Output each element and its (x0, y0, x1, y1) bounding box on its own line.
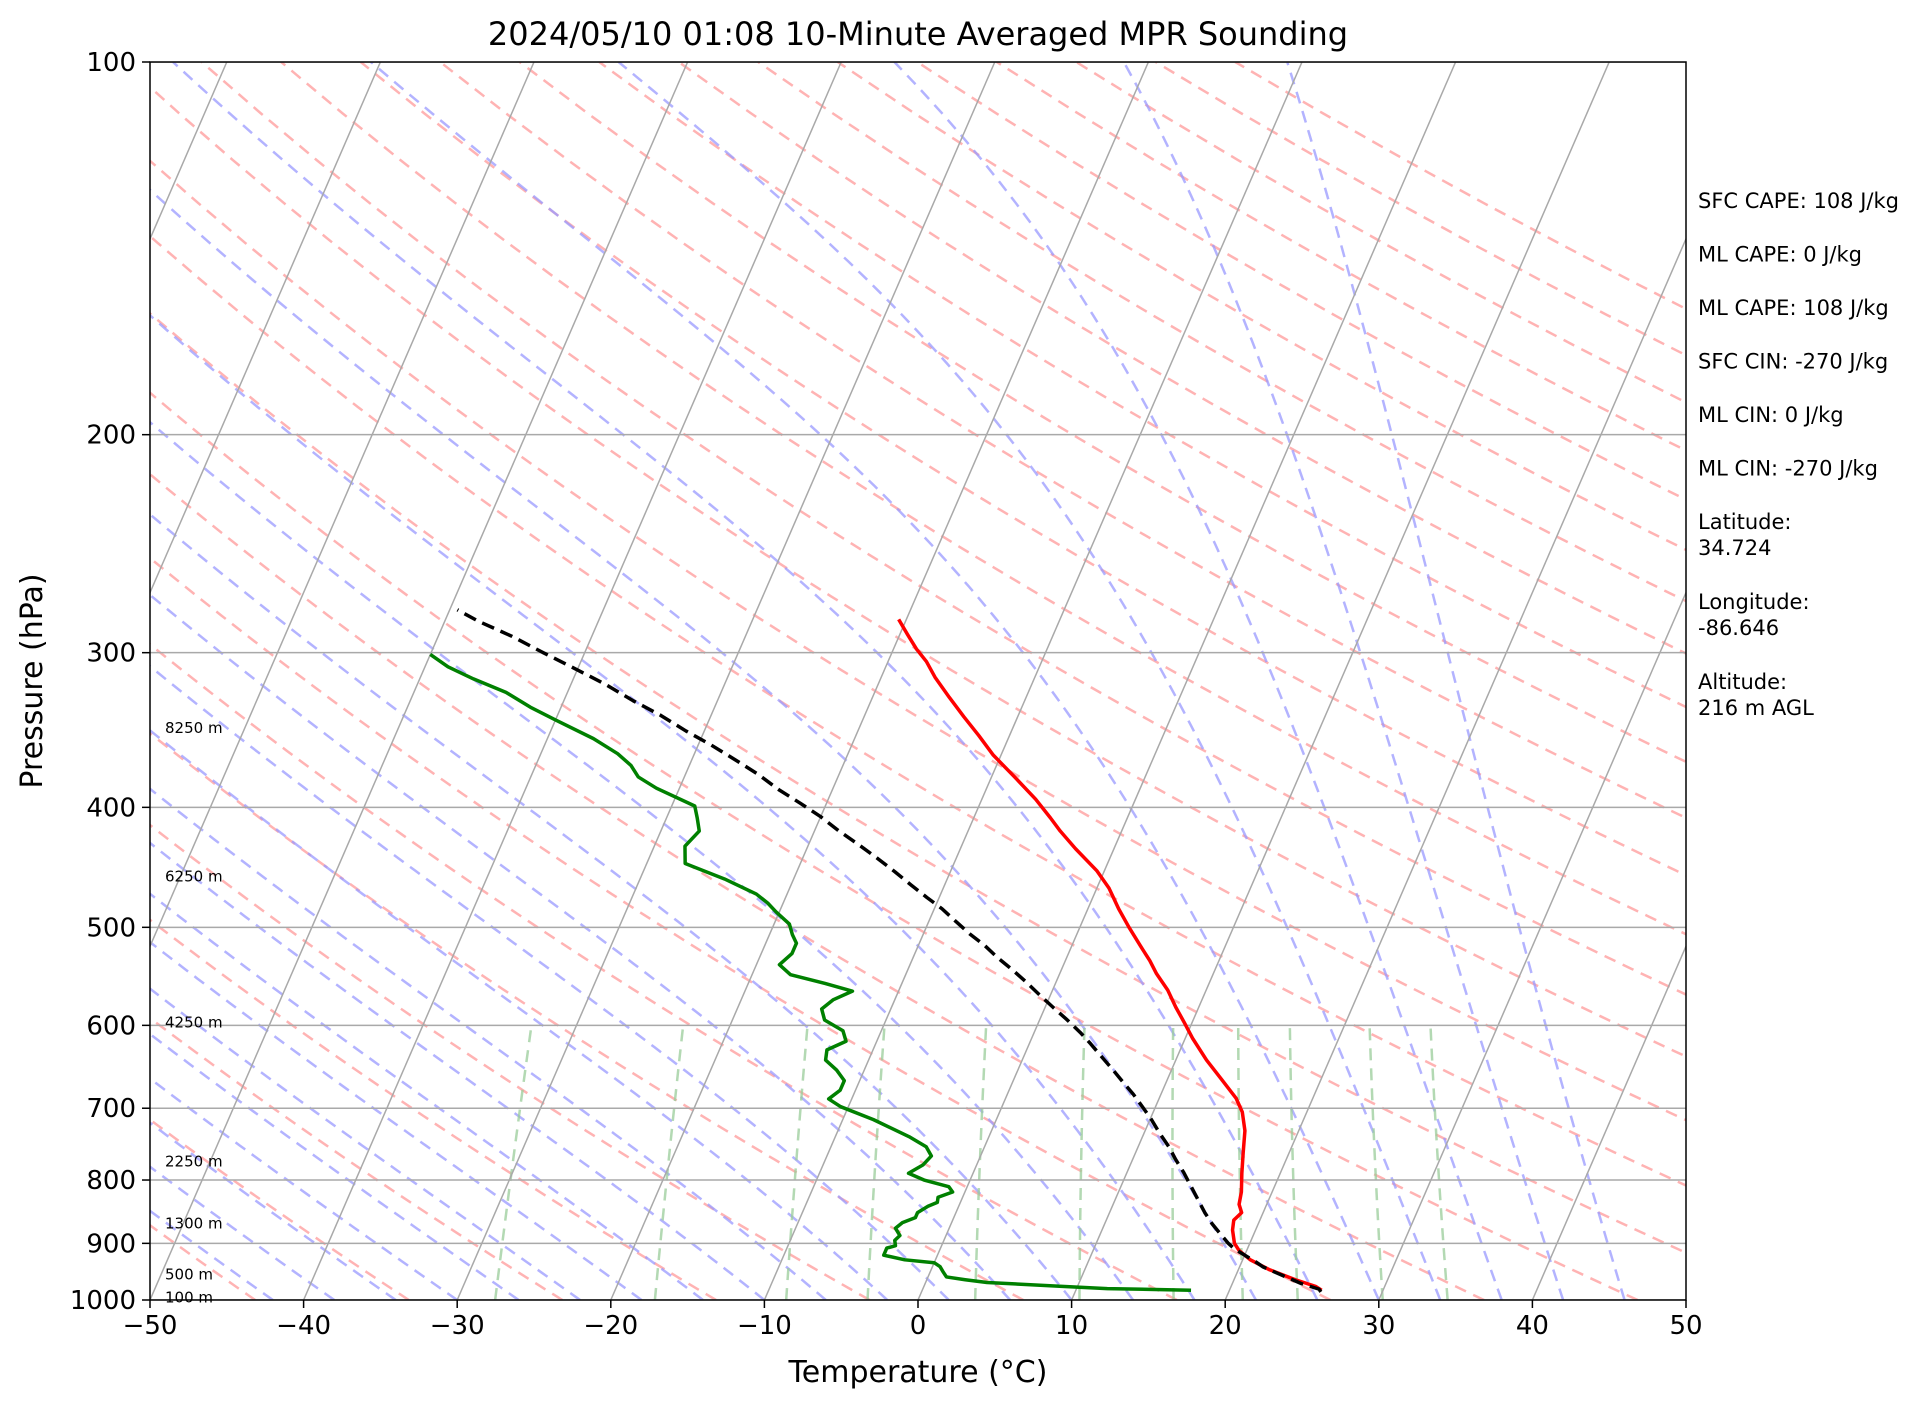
stat-line: Altitude: (1698, 670, 1787, 694)
y-tick-label: 700 (86, 1094, 136, 1124)
height-label: 100 m (165, 1288, 213, 1306)
y-tick-label: 800 (86, 1166, 136, 1196)
y-tick-label: 900 (86, 1229, 136, 1259)
moist-adiabat (150, 420, 1135, 1300)
chart-title: 2024/05/10 01:08 10-Minute Averaged MPR … (488, 15, 1348, 53)
height-label: 8250 m (165, 719, 223, 737)
isotherm (150, 62, 689, 1300)
height-label: 4250 m (165, 1014, 223, 1032)
x-tick-label: −40 (276, 1311, 331, 1341)
y-tick-label: 100 (86, 48, 136, 78)
moist-adiabat (150, 1165, 336, 1300)
dry-adiabat (200, 62, 1686, 996)
moist-adiabat (150, 593, 1012, 1300)
isotherm (917, 62, 1457, 1300)
parcel-line (456, 608, 1323, 1293)
x-tick-label: −30 (430, 1311, 485, 1341)
moist-adiabat (150, 1077, 458, 1300)
isotherm (456, 62, 996, 1300)
x-tick-label: 30 (1362, 1311, 1395, 1341)
dry-adiabat (150, 85, 1686, 1058)
stat-line: SFC CAPE: 108 J/kg (1698, 189, 1899, 213)
dry-adiabat (150, 159, 1686, 1122)
moist-adiabat (1122, 62, 1565, 1300)
stat-line: ML CAPE: 0 J/kg (1698, 243, 1862, 267)
dry-adiabat (677, 62, 1686, 655)
dry-adiabat (150, 1016, 564, 1300)
isotherm (1378, 590, 1686, 1300)
isotherm (302, 62, 842, 1300)
moist-adiabat (150, 841, 766, 1300)
moist-adiabat (150, 728, 889, 1300)
x-tick-label: 0 (910, 1311, 927, 1341)
y-tick-label: 600 (86, 1011, 136, 1041)
y-tick-label: 400 (86, 793, 136, 823)
dry-adiabat (150, 391, 1639, 1300)
moist-adiabat (370, 62, 1380, 1300)
x-tick-label: −10 (737, 1311, 792, 1341)
stat-line: ML CIN: 0 J/kg (1698, 403, 1844, 427)
dry-adiabat (150, 823, 871, 1300)
dry-adiabat (150, 472, 1485, 1300)
moist-adiabat (1286, 62, 1626, 1300)
moist-adiabat (617, 62, 1442, 1300)
isotherm (763, 62, 1303, 1300)
dry-adiabat (150, 731, 1024, 1300)
moist-adiabat (150, 1032, 520, 1300)
height-label: 500 m (165, 1266, 213, 1284)
dry-adiabat (439, 62, 1686, 820)
isotherm (1531, 944, 1686, 1300)
stat-line: -86.646 (1698, 616, 1779, 640)
moist-adiabat (150, 987, 581, 1300)
stat-line: Longitude: (1698, 590, 1810, 614)
isotherm (610, 62, 1150, 1300)
x-axis-label: Temperature (°C) (788, 1355, 1048, 1390)
isotherm (150, 62, 535, 949)
height-label: 2250 m (165, 1153, 223, 1171)
isotherm (1070, 62, 1610, 1300)
y-axis-label: Pressure (hPa) (15, 573, 50, 788)
moist-adiabat (172, 62, 1319, 1300)
moist-adiabat (150, 1121, 397, 1300)
y-tick-label: 1000 (70, 1286, 136, 1316)
stat-line: 34.724 (1698, 536, 1771, 560)
stat-line: 216 m AGL (1698, 696, 1814, 720)
moist-adiabat (150, 512, 1073, 1300)
isotherm (1224, 236, 1686, 1300)
moist-adiabat (150, 892, 704, 1300)
moist-adiabat (893, 62, 1503, 1300)
x-tick-label: 50 (1669, 1311, 1702, 1341)
moist-adiabat (150, 940, 643, 1300)
dry-adiabat (150, 642, 1178, 1300)
x-tick-label: 40 (1516, 1311, 1549, 1341)
dry-adiabat (359, 62, 1686, 877)
y-tick-label: 500 (86, 913, 136, 943)
x-tick-label: 20 (1209, 1311, 1242, 1341)
moist-adiabat (150, 313, 1196, 1300)
stat-line: SFC CIN: -270 J/kg (1698, 350, 1888, 374)
height-label: 1300 m (165, 1214, 223, 1232)
x-tick-label: −50 (123, 1311, 178, 1341)
stat-line: ML CAPE: 108 J/kg (1698, 296, 1889, 320)
moist-adiabat (150, 664, 950, 1300)
stat-line: ML CIN: -270 J/kg (1698, 457, 1878, 481)
dry-adiabat (150, 918, 717, 1300)
y-tick-label: 200 (86, 421, 136, 451)
dewpoint-line (429, 653, 1192, 1292)
dry-adiabat (150, 556, 1331, 1300)
y-tick-label: 300 (86, 639, 136, 669)
sounding-stats-panel: SFC CAPE: 108 J/kg ML CAPE: 0 J/kg ML CAPE… (1698, 189, 1899, 720)
x-tick-label: −20 (583, 1311, 638, 1341)
stat-line: Latitude: (1698, 510, 1792, 534)
x-tick-label: 10 (1055, 1311, 1088, 1341)
isotherm (150, 62, 382, 595)
temperature-line (897, 618, 1323, 1292)
moist-adiabat (150, 1209, 274, 1300)
height-label: 6250 m (165, 868, 223, 886)
